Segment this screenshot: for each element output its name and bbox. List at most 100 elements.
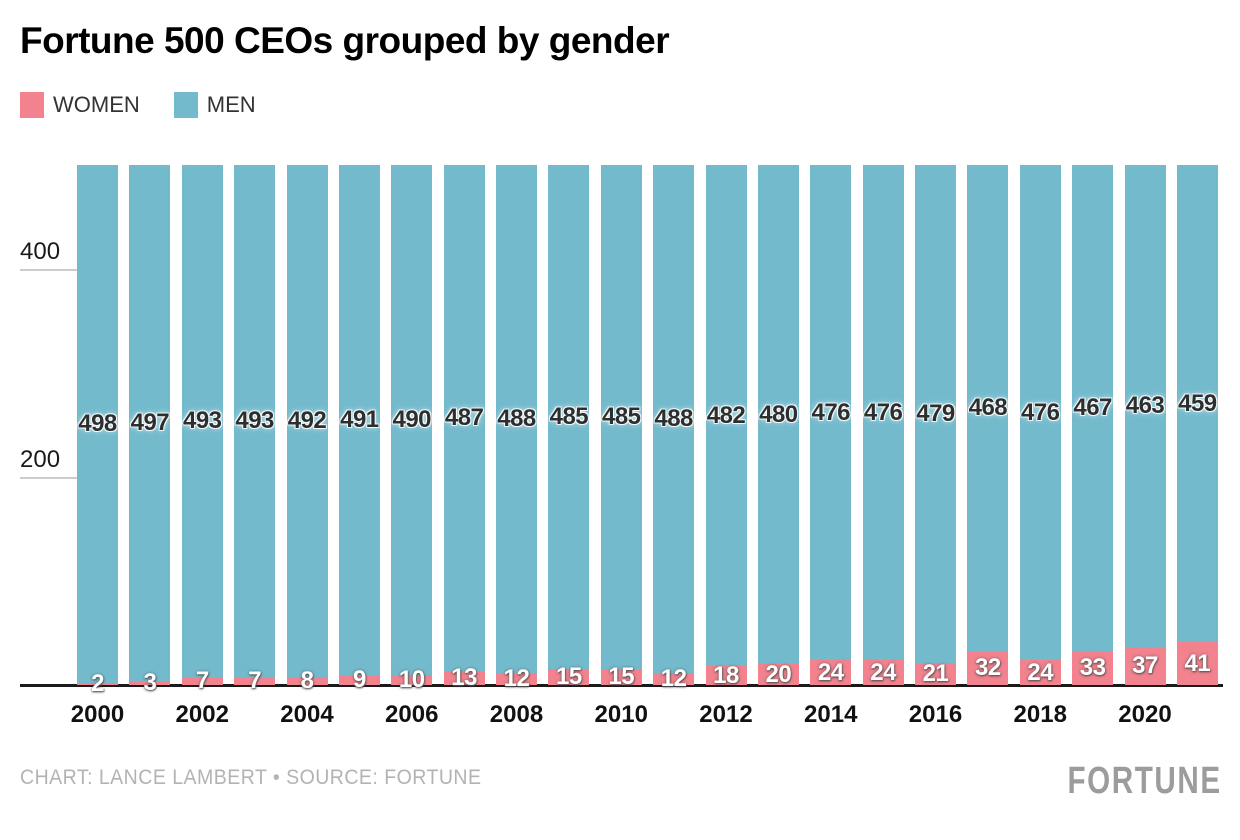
men-segment-2021[interactable]: 459 <box>1176 165 1218 643</box>
women-value-label: 8 <box>300 666 314 694</box>
men-segment-2006[interactable]: 490 <box>391 165 433 675</box>
men-segment-2018[interactable]: 476 <box>1019 165 1061 661</box>
women-segment-2004[interactable]: 8 <box>286 667 328 694</box>
women-value-label: 15 <box>608 663 635 691</box>
men-segment-2001[interactable]: 497 <box>129 165 171 682</box>
men-segment-2013[interactable]: 480 <box>757 165 799 665</box>
bar-2020[interactable]: 463 37 2020 <box>1118 165 1172 728</box>
bar-2005[interactable]: 491 9 <box>338 165 380 693</box>
men-value-label: 468 <box>968 394 1008 422</box>
women-value-label: 18 <box>713 661 739 689</box>
women-segment-2012[interactable]: 18 <box>705 662 747 689</box>
men-segment-2019[interactable]: 467 <box>1072 165 1114 651</box>
men-segment-2016[interactable]: 479 <box>915 165 956 664</box>
bar-2012[interactable]: 482 18 2012 <box>699 165 753 728</box>
bar-2013[interactable]: 480 20 <box>757 165 799 688</box>
bar-2016[interactable]: 479 21 2016 <box>909 165 962 728</box>
men-segment-2004[interactable]: 492 <box>286 165 328 677</box>
bar-2004[interactable]: 492 8 2004 <box>280 165 334 728</box>
women-segment-2009[interactable]: 15 <box>548 663 590 690</box>
men-segment-2014[interactable]: 476 <box>810 165 852 661</box>
women-value-label: 7 <box>195 667 209 695</box>
x-tick-label-2014: 2014 <box>804 701 858 728</box>
women-segment-2001[interactable]: 3 <box>129 669 171 696</box>
women-segment-2019[interactable]: 33 <box>1072 650 1114 685</box>
bar-2018[interactable]: 476 24 2018 <box>1014 165 1067 728</box>
x-tick-label-2012: 2012 <box>699 701 753 728</box>
bar-2021[interactable]: 459 41 <box>1176 165 1218 685</box>
bar-2014[interactable]: 476 24 2014 <box>804 165 857 728</box>
men-segment-2015[interactable]: 476 <box>862 165 904 661</box>
bar-2006[interactable]: 490 10 2006 <box>385 165 438 728</box>
women-segment-2006[interactable]: 10 <box>391 666 433 693</box>
men-segment-2003[interactable]: 493 <box>234 165 276 678</box>
women-segment-2010[interactable]: 15 <box>600 663 642 690</box>
women-segment-2015[interactable]: 24 <box>862 659 904 686</box>
y-tick-line-200 <box>20 477 77 479</box>
bar-2010[interactable]: 485 15 2010 <box>595 165 648 728</box>
women-segment-2020[interactable]: 37 <box>1124 646 1166 685</box>
men-segment-2005[interactable]: 491 <box>338 165 380 676</box>
women-value-label: 24 <box>817 658 844 686</box>
women-value-label: 37 <box>1132 651 1158 679</box>
men-segment-2009[interactable]: 485 <box>548 165 590 670</box>
x-tick-label-2004: 2004 <box>280 701 334 728</box>
women-value-label: 20 <box>765 660 792 688</box>
women-value-label: 9 <box>352 666 366 694</box>
women-value-label: 7 <box>248 667 262 695</box>
bar-2000[interactable]: 498 2 2000 <box>71 165 124 728</box>
men-segment-2007[interactable]: 487 <box>443 165 485 672</box>
bar-2019[interactable]: 467 33 <box>1072 165 1114 685</box>
men-value-label: 459 <box>1178 389 1217 417</box>
women-segment-2021[interactable]: 41 <box>1176 642 1218 685</box>
women-segment-2011[interactable]: 12 <box>653 665 695 692</box>
men-segment-2012[interactable]: 482 <box>705 165 747 667</box>
women-segment-2005[interactable]: 9 <box>338 666 380 693</box>
women-value-label: 21 <box>922 660 949 688</box>
bar-2015[interactable]: 476 24 <box>862 165 904 686</box>
chart-title: Fortune 500 CEOs grouped by gender <box>20 20 670 61</box>
bar-2007[interactable]: 487 13 <box>443 165 485 691</box>
women-segment-2003[interactable]: 7 <box>234 667 276 694</box>
men-segment-2011[interactable]: 488 <box>653 165 695 673</box>
x-tick-label-2016: 2016 <box>908 701 963 728</box>
bar-2003[interactable]: 493 7 <box>234 165 276 694</box>
women-value-label: 32 <box>975 654 1001 682</box>
legend-item-women[interactable]: WOMEN <box>20 92 140 118</box>
y-tick-label-400: 400 <box>20 238 61 265</box>
men-value-label: 467 <box>1073 393 1112 421</box>
women-segment-2018[interactable]: 24 <box>1019 659 1061 686</box>
bar-2008[interactable]: 488 12 2008 <box>490 165 543 728</box>
legend-item-men[interactable]: MEN <box>173 92 256 118</box>
men-segment-2002[interactable]: 493 <box>181 165 223 678</box>
women-segment-2000[interactable]: 2 <box>77 670 118 697</box>
bar-2017[interactable]: 468 32 <box>967 165 1009 685</box>
men-segment-2010[interactable]: 485 <box>600 165 642 670</box>
legend-label-women: WOMEN <box>53 92 140 117</box>
women-segment-2016[interactable]: 21 <box>915 660 956 688</box>
women-segment-2013[interactable]: 20 <box>757 661 799 688</box>
women-value-label: 41 <box>1184 649 1211 677</box>
women-segment-2002[interactable]: 7 <box>181 667 223 694</box>
men-value-label: 488 <box>497 404 536 432</box>
men-value-label: 493 <box>235 407 274 435</box>
bar-2011[interactable]: 488 12 <box>653 165 695 692</box>
legend: WOMEN MEN <box>20 92 256 118</box>
men-value-label: 493 <box>182 407 222 435</box>
women-segment-2007[interactable]: 13 <box>443 664 485 691</box>
women-segment-2014[interactable]: 24 <box>810 658 852 686</box>
x-tick-label-2002: 2002 <box>175 701 229 728</box>
men-segment-2017[interactable]: 468 <box>967 165 1009 652</box>
men-segment-2008[interactable]: 488 <box>496 165 537 673</box>
bar-2009[interactable]: 485 15 <box>548 165 590 690</box>
men-value-label: 476 <box>863 398 903 426</box>
bar-2002[interactable]: 493 7 2002 <box>176 165 229 728</box>
x-tick-label-2010: 2010 <box>594 701 648 728</box>
bar-2001[interactable]: 497 3 <box>129 165 171 696</box>
women-segment-2008[interactable]: 12 <box>496 665 537 692</box>
men-segment-2000[interactable]: 498 <box>77 165 118 683</box>
plot-area: 498 2 2000 497 3 493 7 2002 493 7 492 8 2004 491 9 490 1… <box>71 165 1218 728</box>
x-tick-label-2000: 2000 <box>70 701 125 728</box>
men-segment-2020[interactable]: 463 <box>1124 165 1166 647</box>
women-segment-2017[interactable]: 32 <box>967 651 1009 685</box>
